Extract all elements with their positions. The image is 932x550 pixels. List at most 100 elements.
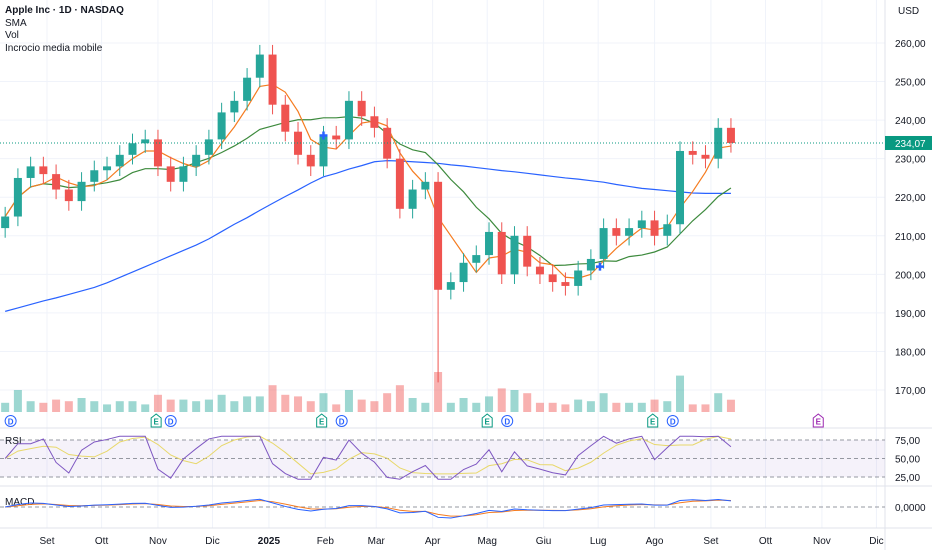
candle-body [485,231,494,256]
time-tick: Nov [149,536,167,547]
earnings-marker-icon[interactable]: E [316,413,328,428]
legend: Apple Inc · 1D · NASDAQ SMA Vol Incrocio… [5,5,124,55]
candle-body [612,228,621,236]
volume-bar [434,372,443,412]
candle-body [39,166,48,175]
price-tick: 260,00 [895,39,926,50]
macd-tick: 0,0000 [895,503,926,514]
volume-bar [497,388,506,412]
candle-body [726,127,735,143]
candle-body [268,54,277,105]
volume-bar [586,401,595,412]
sma-long-line [5,160,731,312]
last-price-badge [885,135,932,150]
volume-bar [294,396,303,412]
candle-body [650,220,659,236]
volume-bar [1,402,10,412]
volume-bar [217,394,226,412]
candle-body [548,274,557,283]
candle-body [281,104,290,132]
indicator-ma-cross[interactable]: Incrocio media mobile [5,42,103,54]
rsi-line [4,435,732,480]
time-tick: 2025 [258,536,281,547]
dividend-marker-icon[interactable]: D [164,415,177,427]
candle-body [701,154,710,159]
volume-bar [357,399,366,412]
marker-letter: E [816,418,822,427]
volume-bar [26,401,35,412]
price-tick: 190,00 [895,309,926,320]
time-tick: Dic [869,536,883,547]
volume-bar [676,375,685,412]
candle-body [26,166,35,178]
candle-body [561,282,570,286]
dividend-marker-icon[interactable]: D [335,415,348,427]
candle-body [625,228,634,236]
candle-body [497,231,506,275]
candle-body [472,255,481,263]
time-tick: Giu [536,536,552,547]
candle-body [115,154,124,167]
volume-bar [574,399,583,412]
sma-mid-line [4,116,732,267]
candle-body [370,116,379,128]
time-tick: Lug [590,536,607,547]
candle-body [243,77,252,101]
volume-bar [344,390,353,412]
marker-shape [4,415,17,427]
candle-body [255,54,264,78]
volume-bar [421,402,430,412]
volume-bar [153,394,162,412]
macd-label: MACD [5,497,34,508]
candle-body [574,270,583,286]
volume-bar [663,401,672,412]
rsi-label: RSI [5,436,22,447]
candle-body [332,135,341,140]
candle-body [523,235,532,267]
candle-body [153,139,162,167]
candle-body [1,216,10,229]
earnings-marker-icon[interactable]: E [150,413,162,428]
candle-body [294,131,303,155]
candle-body [217,112,226,140]
volume-bar [485,396,494,412]
price-tick: 170,00 [895,386,926,397]
volume-bar [523,393,532,412]
candle-body [395,158,404,209]
volume-bar [128,401,137,412]
volume-bar [383,393,392,412]
volume-bar [255,396,264,412]
volume-bar [77,398,86,412]
marker-shape [501,415,514,427]
indicator-sma[interactable]: SMA [5,17,27,29]
time-tick: Ott [759,536,773,547]
dividend-marker-icon[interactable]: D [4,415,17,427]
macd-line [5,498,732,519]
candle-body [166,166,175,182]
rsi-tick: 50,00 [895,455,920,466]
candle-body [141,139,150,144]
earnings-marker-icon[interactable]: E [812,413,824,428]
indicator-vol[interactable]: Vol [5,30,19,41]
dividend-marker-icon[interactable]: D [501,415,514,427]
candle-body [637,220,646,229]
volume-bar [472,402,481,412]
earnings-marker-icon[interactable]: E [481,413,493,428]
volume-bar [650,399,659,412]
price-tick: 210,00 [895,232,926,243]
candle-body [535,266,544,275]
dividend-marker-icon[interactable]: D [666,415,679,427]
symbol-title[interactable]: Apple Inc · 1D · NASDAQ [5,5,124,16]
candle-body [459,262,468,283]
volume-bar [230,401,239,412]
time-tick: Mag [477,536,496,547]
volume-bar [637,402,646,412]
candle-body [230,100,239,113]
volume-bar [13,390,22,412]
volume-bar [243,396,252,412]
earnings-marker-icon[interactable]: E [647,413,659,428]
time-tick: Apr [425,536,441,547]
marker-letter: E [485,418,491,427]
